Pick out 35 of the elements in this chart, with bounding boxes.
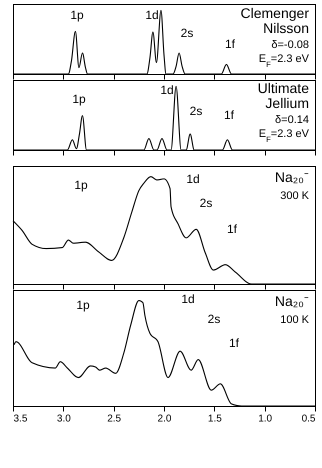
annotation: 1d [160,83,174,97]
annotation: 1f [224,37,236,51]
annotation: E$_{F}$=2.3 eV [258,53,310,68]
annotation: 1p [70,8,84,22]
annotation: 1f [226,222,238,236]
x-tick-label: 3.5 [14,414,28,424]
annotation: 300 K [280,190,310,202]
annotation: 1f [224,108,235,122]
annotation: 2s [208,312,220,326]
x-tick-label: 2.0 [158,414,172,424]
annotation: 2s [190,104,202,118]
annotation: Nilsson [263,20,309,36]
annotation: 1p [72,92,86,106]
annotation: 1d [181,292,195,306]
annotation: 1p [76,298,90,312]
annotation: δ=-0.08 [271,39,309,51]
annotation: 2s [180,26,194,40]
annotation: δ=0.14 [275,114,309,126]
annotation: Ultimate [258,80,310,96]
annotation: 1d [145,8,159,22]
x-tick-label: 3.0 [56,414,72,424]
annotation: Na₂₀⁻ [274,293,309,309]
x-tick-label: 2.5 [107,414,122,424]
x-tick-label: 0.5 [302,414,316,424]
annotation: 1d [186,172,200,186]
annotation: Jellium [265,95,309,111]
annotation: Clemenger [240,5,310,21]
x-tick-label: 1.0 [258,414,273,424]
annotation: Na₂₀⁻ [274,169,309,185]
annotation: 1p [74,178,88,192]
annotation: 2s [200,196,212,210]
annotation: E$_{F}$=2.3 eV [258,128,310,144]
x-tick-label: 1.5 [208,414,222,424]
annotation: 100 K [280,314,310,326]
annotation: 1f [228,336,240,350]
